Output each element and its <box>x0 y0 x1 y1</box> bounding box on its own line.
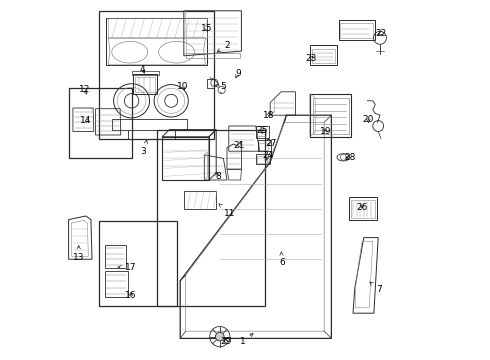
Text: 25: 25 <box>256 126 268 135</box>
Text: 6: 6 <box>279 252 285 267</box>
Bar <box>162 137 209 180</box>
Text: 5: 5 <box>215 82 225 91</box>
Text: 17: 17 <box>118 263 137 271</box>
Bar <box>135 77 155 92</box>
Bar <box>312 49 335 63</box>
Text: 10: 10 <box>177 82 189 91</box>
Text: 26: 26 <box>356 202 368 211</box>
Bar <box>310 94 351 137</box>
Text: 2: 2 <box>217 40 230 52</box>
Bar <box>310 45 337 65</box>
Bar <box>132 71 159 75</box>
Bar <box>256 154 270 164</box>
Text: 9: 9 <box>235 69 241 78</box>
Text: 19: 19 <box>319 127 331 136</box>
Text: 13: 13 <box>73 246 84 262</box>
Text: 15: 15 <box>201 24 212 33</box>
Text: 11: 11 <box>219 204 236 217</box>
Bar <box>99 221 176 306</box>
Bar <box>108 18 207 38</box>
Text: 29: 29 <box>220 337 232 346</box>
Text: 7: 7 <box>370 282 382 294</box>
Bar <box>258 140 271 151</box>
Bar <box>341 23 373 38</box>
Bar <box>349 197 377 220</box>
Text: 8: 8 <box>215 172 221 181</box>
Text: 28: 28 <box>345 153 356 162</box>
Text: 4: 4 <box>140 65 145 74</box>
Bar <box>186 53 240 58</box>
Text: 20: 20 <box>363 115 374 124</box>
Bar <box>157 130 265 306</box>
Text: 23: 23 <box>305 54 317 63</box>
Bar <box>112 119 187 130</box>
Bar <box>259 143 269 150</box>
Text: 3: 3 <box>141 140 147 156</box>
Text: 1: 1 <box>240 333 253 346</box>
Bar <box>339 20 374 40</box>
Text: 12: 12 <box>79 85 91 94</box>
Text: 21: 21 <box>234 141 245 150</box>
Text: 22: 22 <box>375 29 387 37</box>
Text: 27: 27 <box>266 139 277 148</box>
Bar <box>69 88 132 158</box>
Text: 24: 24 <box>262 152 273 161</box>
Text: 18: 18 <box>263 111 274 120</box>
Bar <box>256 126 270 138</box>
Circle shape <box>216 332 224 341</box>
Bar <box>351 200 375 218</box>
Bar <box>133 74 157 94</box>
Bar <box>106 18 207 65</box>
Bar <box>99 11 215 139</box>
Bar <box>257 156 268 163</box>
Bar <box>313 98 349 134</box>
Text: 16: 16 <box>125 292 137 300</box>
Bar <box>207 79 215 88</box>
Text: 14: 14 <box>80 116 92 125</box>
Bar <box>257 129 266 136</box>
